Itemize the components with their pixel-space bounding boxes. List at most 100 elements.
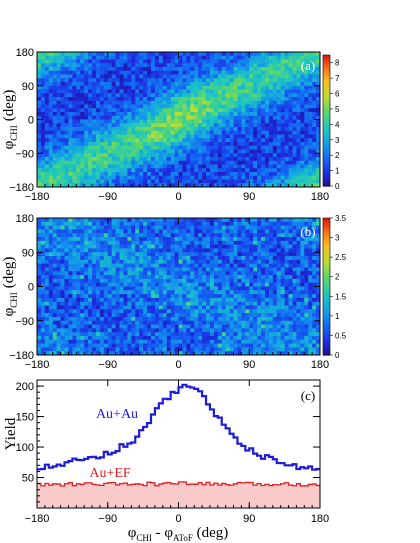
heatmap-cell — [123, 297, 128, 303]
heatmap-cell — [139, 275, 144, 280]
heatmap-cell — [261, 70, 266, 76]
heatmap-cell — [103, 123, 109, 128]
heatmap-cell — [170, 218, 176, 223]
heatmap-cell — [261, 290, 266, 295]
heatmap-cell — [225, 256, 231, 261]
heatmap-cell — [304, 93, 309, 98]
heatmap-cell — [304, 328, 309, 333]
heatmap-cell — [68, 93, 73, 98]
heatmap-cell — [213, 89, 219, 94]
heatmap-cell — [103, 127, 109, 132]
heatmap-cell — [92, 157, 97, 162]
heatmap-cell — [72, 153, 77, 158]
heatmap-cell — [264, 179, 270, 184]
heatmap-cell — [249, 309, 254, 314]
heatmap-cell — [264, 301, 270, 307]
heatmap-cell — [76, 119, 81, 124]
heatmap-cell — [178, 153, 184, 158]
heatmap-cell — [99, 297, 105, 303]
heatmap-cell — [268, 55, 274, 61]
heatmap-cell — [276, 145, 282, 151]
heatmap-cell — [225, 225, 231, 231]
heatmap-cell — [127, 332, 132, 337]
heatmap-cell — [68, 278, 73, 284]
heatmap-cell — [111, 108, 117, 113]
heatmap-cell — [150, 282, 156, 288]
heatmap-cell — [80, 179, 85, 184]
heatmap-cell — [276, 240, 282, 246]
heatmap-cell — [72, 63, 77, 68]
heatmap-cell — [119, 74, 125, 79]
heatmap-cell — [103, 157, 109, 162]
heatmap-cell — [135, 108, 140, 113]
heatmap-cell — [40, 282, 46, 288]
heatmap-cell — [162, 149, 168, 154]
heatmap-cell — [64, 134, 70, 139]
heatmap-cell — [225, 164, 231, 169]
heatmap-cell — [52, 282, 58, 288]
heatmap-cell — [162, 183, 168, 187]
heatmap-cell — [60, 93, 66, 98]
heatmap-cell — [135, 229, 140, 234]
heatmap-cell — [264, 172, 270, 177]
heatmap-cell — [225, 149, 231, 154]
heatmap-cell — [52, 134, 58, 139]
y-axis-title: φCHI(deg) — [1, 90, 19, 150]
heatmap-cell — [68, 259, 73, 265]
heatmap-cell — [178, 112, 184, 117]
heatmap-cell — [44, 320, 50, 326]
heatmap-cell — [48, 233, 54, 238]
heatmap-cell — [284, 164, 290, 169]
heatmap-cell — [296, 93, 301, 98]
heatmap-cell — [308, 115, 313, 121]
heatmap-cell — [202, 305, 207, 310]
heatmap-cell — [206, 271, 211, 276]
heatmap-cell — [84, 248, 89, 253]
heatmap-cell — [127, 248, 132, 253]
heatmap-cell — [99, 104, 105, 109]
heatmap-cell — [225, 93, 231, 98]
heatmap-cell — [95, 286, 101, 291]
heatmap-cell — [154, 130, 160, 136]
heatmap-cell — [284, 153, 290, 158]
heatmap-cell — [272, 149, 278, 154]
heatmap-cell — [56, 55, 62, 61]
heatmap-cell — [316, 252, 320, 257]
heatmap-cell — [288, 294, 294, 299]
heatmap-cell — [272, 130, 278, 136]
heatmap-cell — [206, 301, 211, 307]
heatmap-cell — [280, 256, 286, 261]
heatmap-cell — [88, 305, 93, 310]
heatmap-cell — [206, 244, 211, 250]
heatmap-cell — [111, 237, 117, 242]
heatmap-cell — [300, 328, 305, 333]
heatmap-cell — [143, 142, 148, 147]
heatmap-cell — [261, 172, 266, 177]
heatmap-cell — [202, 286, 207, 291]
heatmap-cell — [40, 67, 46, 72]
heatmap-cell — [257, 74, 262, 79]
heatmap-cell — [166, 168, 172, 173]
heatmap-cell — [162, 309, 168, 314]
heatmap-cell — [308, 160, 313, 166]
heatmap-cell — [245, 82, 250, 87]
heatmap-cell — [123, 149, 128, 154]
colorbar-segment — [323, 96, 330, 100]
heatmap-cell — [111, 104, 117, 109]
heatmap-cell — [143, 267, 148, 272]
heatmap-cell — [194, 78, 199, 83]
heatmap-cell — [166, 240, 172, 246]
heatmap-cell — [257, 145, 262, 151]
heatmap-cell — [44, 55, 50, 61]
heatmap-cell — [186, 100, 191, 106]
heatmap-cell — [237, 313, 242, 318]
heatmap-cell — [257, 123, 262, 128]
heatmap-cell — [166, 149, 172, 154]
heatmap-cell — [316, 259, 320, 265]
heatmap-cell — [143, 259, 148, 265]
heatmap-cell — [276, 328, 282, 333]
heatmap-cell — [84, 123, 89, 128]
heatmap-cell — [154, 164, 160, 169]
heatmap-cell — [52, 328, 58, 333]
heatmap-cell — [52, 85, 58, 91]
